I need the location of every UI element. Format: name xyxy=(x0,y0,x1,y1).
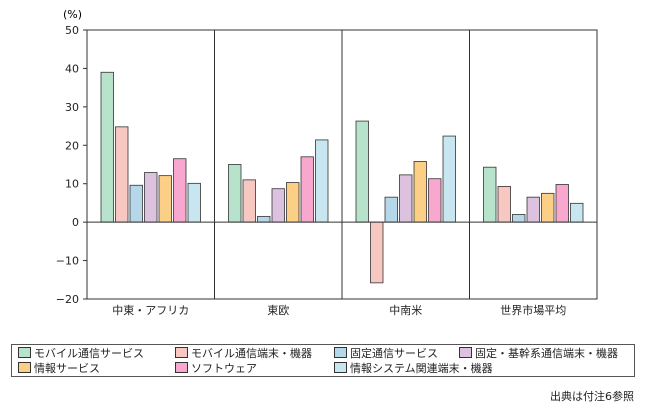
legend-label: 情報サービス xyxy=(34,362,100,375)
y-tick-label: 20 xyxy=(65,139,79,152)
legend-label: 情報システム関連端末・機器 xyxy=(350,362,493,375)
x-category-label: 中東・アフリカ xyxy=(112,304,189,317)
bar xyxy=(129,184,143,223)
bar xyxy=(497,186,511,223)
legend: モバイル通信サービス モバイル通信端末・機器 固定通信サービス 固定・基幹系通信… xyxy=(11,344,635,377)
legend-item-info-service: 情報サービス xyxy=(18,362,100,376)
legend-swatch xyxy=(175,362,188,373)
bar xyxy=(173,158,187,223)
legend-item-fixed-service: 固定通信サービス xyxy=(334,347,438,361)
y-axis-unit-label: (%) xyxy=(63,8,82,21)
bar xyxy=(300,156,314,223)
bar xyxy=(399,174,413,223)
bar-chart: (%) 50 40 30 20 10 0 −10 −20 中東・アフリカ 東欧 中南米 世界市場平均 xyxy=(56,8,598,317)
legend-label: ソフトウェア xyxy=(191,362,257,375)
bar xyxy=(526,196,540,223)
bar xyxy=(271,188,285,223)
legend-swatch xyxy=(18,347,31,358)
y-tick-label: 30 xyxy=(65,101,79,114)
legend-item-info-system-devices: 情報システム関連端末・機器 xyxy=(334,362,493,376)
bar xyxy=(541,192,555,223)
bar xyxy=(555,184,569,223)
bar xyxy=(144,172,158,223)
legend-swatch xyxy=(175,347,188,358)
x-category-label: 世界市場平均 xyxy=(500,303,566,317)
bar xyxy=(413,161,427,223)
bar xyxy=(570,202,584,223)
y-tick-label: −10 xyxy=(56,255,79,268)
bar xyxy=(242,179,256,223)
bar xyxy=(286,182,300,223)
y-tick-label: −20 xyxy=(56,293,79,306)
bar xyxy=(158,175,172,223)
legend-item-fixed-devices: 固定・基幹系通信端末・機器 xyxy=(459,347,618,361)
y-tick-label: 10 xyxy=(65,178,79,191)
legend-label: 固定通信サービス xyxy=(350,347,438,360)
bar xyxy=(483,166,497,223)
legend-swatch xyxy=(334,347,347,358)
bar xyxy=(100,71,114,223)
bar xyxy=(355,120,369,223)
legend-label: モバイル通信端末・機器 xyxy=(191,347,312,360)
bar xyxy=(370,221,384,284)
legend-item-mobile-devices: モバイル通信端末・機器 xyxy=(175,347,312,361)
bar xyxy=(442,135,456,223)
bar xyxy=(187,182,201,223)
source-note: 出典は付注6参照 xyxy=(550,390,634,403)
bar xyxy=(384,196,398,223)
legend-label: 固定・基幹系通信端末・機器 xyxy=(475,347,618,360)
bar xyxy=(228,164,242,223)
bar xyxy=(315,139,329,223)
legend-item-software: ソフトウェア xyxy=(175,362,257,376)
bar xyxy=(512,214,526,223)
x-category-label: 東欧 xyxy=(267,304,289,317)
y-tick-label: 0 xyxy=(72,216,79,229)
legend-swatch xyxy=(459,347,472,358)
legend-swatch xyxy=(334,362,347,373)
y-tick-label: 40 xyxy=(65,62,79,75)
bar xyxy=(257,215,271,223)
bar xyxy=(115,126,129,223)
legend-swatch xyxy=(18,362,31,373)
x-category-label: 中南米 xyxy=(389,304,422,317)
y-tick-label: 50 xyxy=(65,24,79,37)
bar xyxy=(428,178,442,223)
legend-label: モバイル通信サービス xyxy=(34,347,144,360)
legend-item-mobile-service: モバイル通信サービス xyxy=(18,347,144,361)
